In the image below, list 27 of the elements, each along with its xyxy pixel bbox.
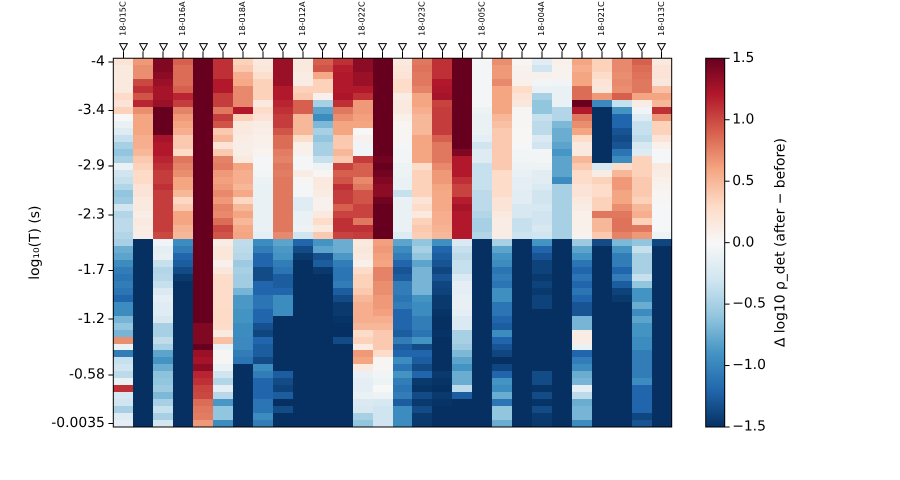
x-tick-label: 18-016A: [177, 1, 188, 36]
x-tick-label: 18-021C: [596, 1, 606, 36]
color-bar-label: 0.0: [732, 234, 754, 250]
y-tick-label: -0.0035: [51, 415, 105, 432]
y-tick-label: -2.9: [78, 158, 105, 174]
y-tick-label: -1.7: [78, 262, 105, 278]
color-bar-label: −0.5: [732, 296, 766, 312]
x-tick-label: 18-005C: [476, 1, 486, 36]
x-tick-label: 18-013C: [656, 1, 666, 36]
color-bar-label: 0.5: [732, 172, 754, 189]
x-tick-label: 18-023C: [416, 1, 427, 36]
color-bar-label: −1.0: [732, 357, 766, 374]
x-tick-label: 18-004A: [536, 1, 546, 36]
x-tick-label: 18-012A: [296, 1, 307, 36]
x-tick-label: 18-015C: [117, 1, 128, 36]
x-tick-label: 18-022C: [356, 1, 367, 36]
y-tick-label: -3.4: [78, 102, 106, 118]
color-bar-label: 1.0: [732, 111, 754, 128]
y-axis-title: log₁₀(T) (s): [26, 206, 43, 280]
color-bar-label: −1.5: [732, 418, 766, 435]
y-tick-label: -2.3: [78, 206, 105, 222]
y-tick-label: -4: [91, 53, 106, 70]
y-tick-label: -0.58: [68, 366, 105, 382]
x-tick-label: 18-018A: [237, 1, 248, 36]
y-tick-label: -1.2: [78, 310, 105, 327]
color-bar-label: 1.5: [732, 50, 754, 66]
color-bar-title: Δ log10 ρ_det (after − before): [772, 138, 788, 348]
